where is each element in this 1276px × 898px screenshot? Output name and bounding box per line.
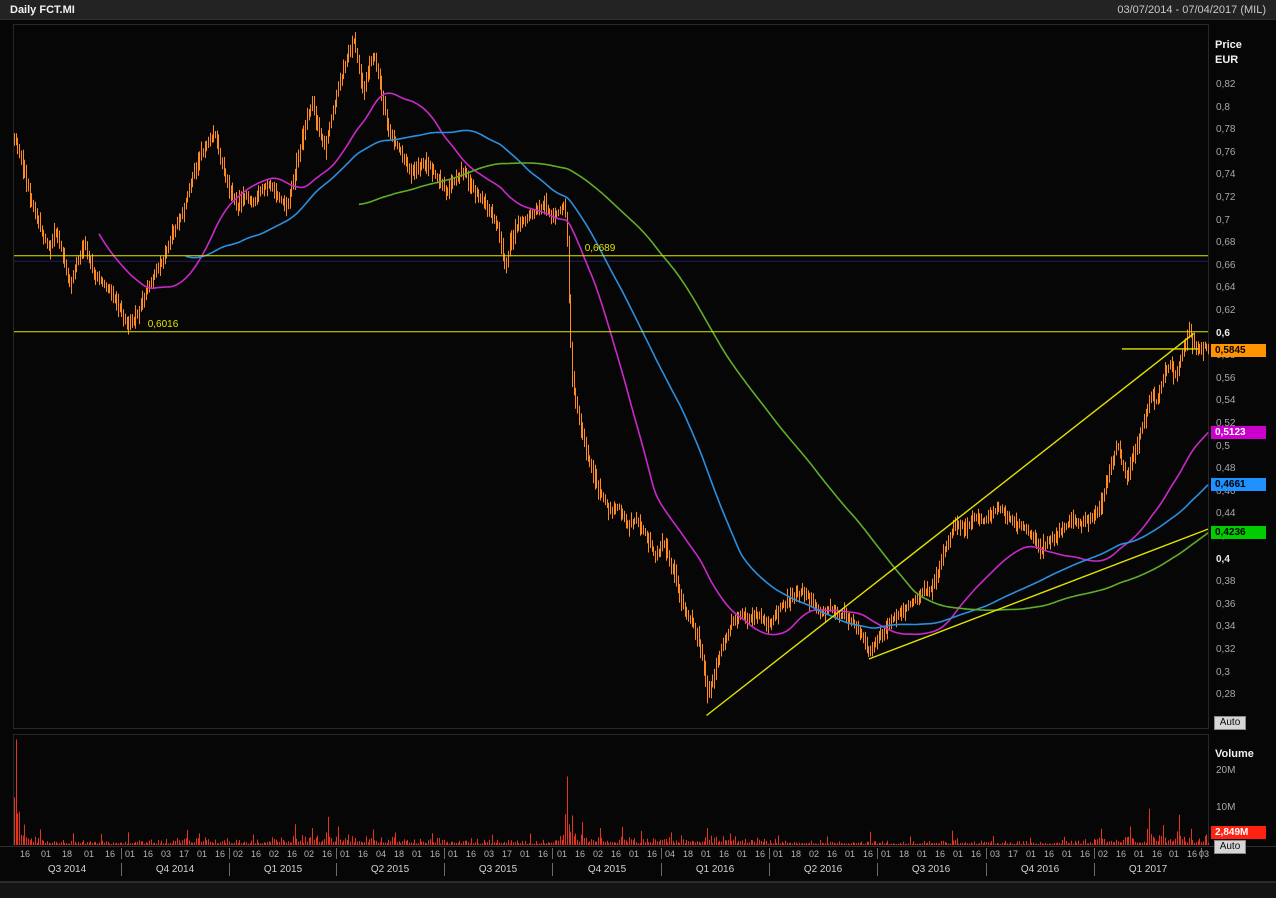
ma-green-line (358, 162, 1209, 612)
price-axis-title-line1: Price (1215, 39, 1242, 51)
level-price-label: 0,6016 (147, 318, 179, 330)
volume-axis-title: Volume (1215, 748, 1254, 760)
bottom-strip (0, 882, 1276, 898)
ma-blue-line (185, 129, 1209, 629)
titlebar: Daily FCT.MI 03/07/2014 - 07/04/2017 (MI… (0, 0, 1276, 20)
price-auto-button[interactable]: Auto (1214, 716, 1246, 730)
chart-title: Daily FCT.MI (10, 3, 75, 16)
trend-line[interactable] (868, 528, 1209, 660)
volume-auto-button[interactable]: Auto (1214, 840, 1246, 854)
trend-line[interactable] (706, 333, 1195, 717)
price-axis-title-line2: EUR (1215, 54, 1239, 66)
date-range-label: 03/07/2014 - 07/04/2017 (MIL) (1117, 3, 1266, 16)
price-axis-title: Price EUR (1215, 38, 1242, 68)
ma-magenta-line (98, 92, 1209, 636)
level-price-label: 0,6689 (584, 242, 616, 254)
candlesticks (14, 32, 1209, 704)
volume-bars (14, 739, 1209, 845)
